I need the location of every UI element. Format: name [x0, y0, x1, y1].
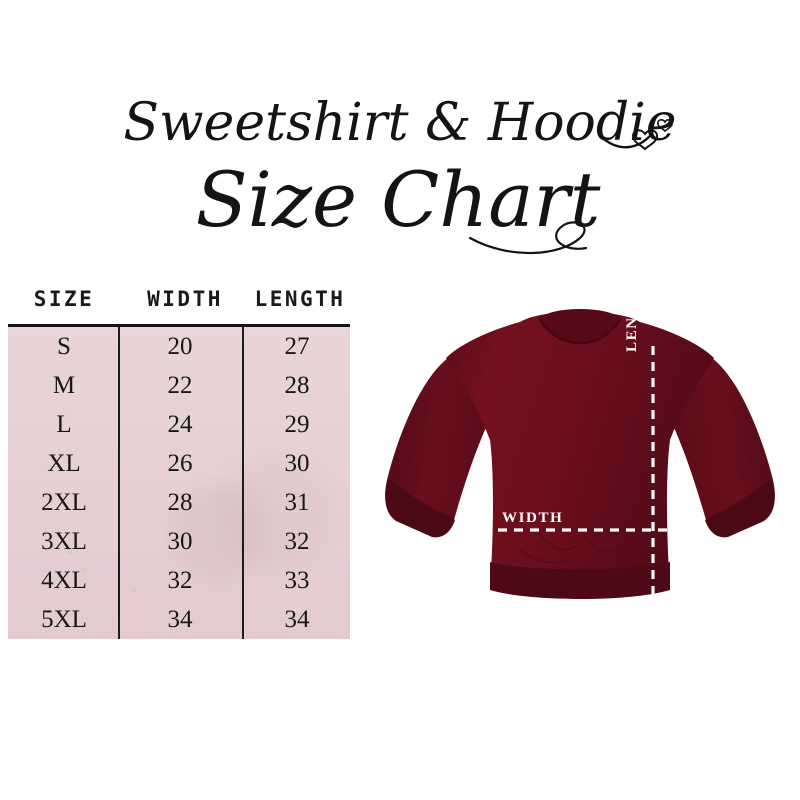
sleeve-left — [385, 358, 500, 537]
column-header-size: SIZE — [33, 287, 95, 311]
cell-length: 34 — [284, 606, 310, 633]
length-measurement-label: LENGTH — [624, 278, 640, 352]
cell-width: 22 — [167, 372, 193, 399]
collar — [538, 309, 622, 342]
table-row: XL 26 30 — [8, 444, 350, 483]
cell-length: 30 — [284, 450, 310, 477]
width-measurement-label: WIDTH — [502, 510, 564, 526]
cell-size: M — [52, 372, 76, 399]
cell-length: 28 — [284, 372, 310, 399]
cell-width: 28 — [167, 489, 193, 516]
fabric-folds — [519, 531, 621, 564]
cell-length: 29 — [284, 411, 310, 438]
cell-size: 4XL — [41, 567, 87, 594]
cell-width: 26 — [167, 450, 193, 477]
title-underline-swash — [468, 221, 588, 255]
table-row: 3XL 30 32 — [8, 522, 350, 561]
sleeve-right — [660, 358, 775, 537]
heart-flourish-icon — [631, 119, 674, 151]
column-header-width: WIDTH — [147, 287, 223, 311]
title-artwork: Sweetshirt & Hoodie Size Chart — [123, 93, 677, 255]
cell-length: 31 — [284, 489, 310, 516]
title-line-2: Size Chart — [196, 155, 601, 244]
collar-seam — [539, 319, 621, 345]
cell-width: 30 — [167, 528, 193, 555]
hem-ribbing — [490, 562, 670, 599]
title-block: Sweetshirt & Hoodie Size Chart — [0, 78, 800, 258]
cell-width: 24 — [167, 411, 193, 438]
cell-length: 27 — [284, 333, 310, 360]
sweatshirt-illustration: LENGTH WIDTH — [370, 278, 790, 640]
cell-size: S — [57, 333, 71, 360]
header-divider-rule — [8, 324, 350, 327]
column-header-length: LENGTH — [254, 287, 346, 311]
cell-width: 20 — [167, 333, 193, 360]
cell-width: 32 — [167, 567, 193, 594]
cell-size: 5XL — [41, 606, 87, 633]
title-line-1: Sweetshirt & Hoodie — [123, 93, 676, 153]
cell-size: XL — [47, 450, 81, 477]
table-row: M 22 28 — [8, 366, 350, 405]
size-chart-table: SIZE WIDTH LENGTH S 20 27 M 22 28 L 24 2… — [8, 282, 350, 640]
table-row: 2XL 28 31 — [8, 483, 350, 522]
cell-size: 3XL — [41, 528, 87, 555]
column-divider-1 — [118, 327, 120, 639]
cuff-right — [705, 478, 775, 538]
cell-size: L — [56, 411, 72, 438]
title-swash — [598, 134, 652, 149]
cell-width: 34 — [167, 606, 193, 633]
table-row: 5XL 34 34 — [8, 600, 350, 639]
table-header-row: SIZE WIDTH LENGTH — [8, 282, 350, 322]
table-row: 4XL 32 33 — [8, 561, 350, 600]
table-row: S 20 27 — [8, 327, 350, 366]
cell-length: 32 — [284, 528, 310, 555]
table-body: S 20 27 M 22 28 L 24 29 XL 26 30 2XL 28 … — [8, 327, 350, 639]
column-divider-2 — [242, 327, 244, 639]
shirt-body — [446, 312, 714, 597]
cell-size: 2XL — [41, 489, 87, 516]
cuff-left — [385, 478, 455, 538]
table-row: L 24 29 — [8, 405, 350, 444]
cell-length: 33 — [284, 567, 310, 594]
sweatshirt-graphic — [385, 309, 775, 599]
